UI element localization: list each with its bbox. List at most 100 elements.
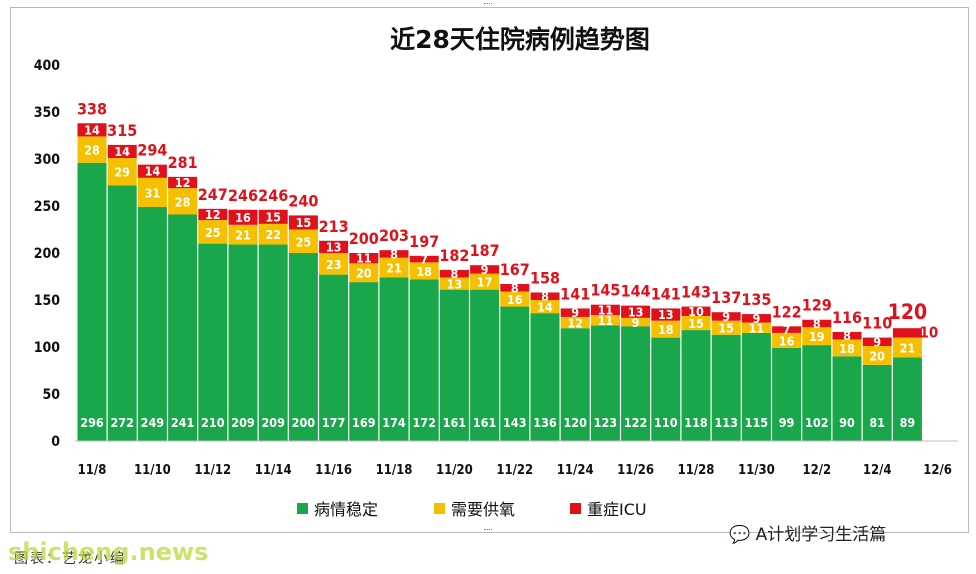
data-label-icu: 11 (598, 302, 614, 317)
bar-segment-oxygen (892, 337, 922, 358)
bar-segment-oxygen (621, 317, 651, 327)
x-axis: 11/8 11/10 11/12 11/14 11/16 11/18 11/20 11/22 1… (75, 440, 958, 478)
bar-segment-stable (530, 313, 560, 441)
data-label-icu: 12 (205, 207, 221, 222)
data-label-stable: 296 (80, 415, 104, 430)
bar-segment-oxygen (711, 320, 741, 335)
data-label-total: 203 (379, 226, 409, 245)
data-label-icu: 10 (920, 323, 939, 341)
bar-stack: 241 28 12 281 (168, 153, 198, 441)
data-label-stable: 113 (714, 415, 737, 430)
bar-segment-stable (349, 282, 379, 441)
bar-segment-stable (168, 214, 198, 441)
bar-segment-oxygen (168, 188, 198, 215)
data-label-total: 281 (168, 153, 198, 172)
data-label-total: 120 (888, 300, 927, 324)
data-label-stable: 172 (412, 415, 435, 430)
data-label-oxygen: 22 (265, 227, 281, 242)
bar-segment-icu (500, 284, 530, 292)
data-label-total: 129 (802, 296, 832, 315)
data-label-oxygen: 25 (205, 225, 221, 240)
bar-stack: 161 179 187 (470, 241, 500, 441)
data-label-stable: 136 (533, 415, 557, 430)
bar-segment-stable (409, 279, 439, 441)
data-label-oxygen: 28 (84, 143, 100, 158)
x-tick-label: 11/8 (78, 463, 107, 478)
x-tick-label: 11/20 (436, 463, 473, 478)
bar-segment-stable (711, 334, 741, 441)
x-tick-label: 12/4 (863, 463, 892, 478)
bar-segment-icu (530, 292, 560, 300)
bar-segment-icu (772, 326, 802, 333)
data-label-total: 246 (258, 186, 288, 205)
data-label-icu: 13 (628, 304, 644, 319)
bar-segment-icu (681, 306, 711, 316)
data-label-icu: 8 (843, 328, 851, 343)
data-label-icu: 15 (265, 209, 281, 224)
bar-stack: 272 29 14 315 (107, 121, 137, 441)
data-label-total: 247 (198, 185, 228, 204)
data-label-oxygen: 23 (326, 257, 342, 272)
data-label-icu: 8 (450, 266, 458, 281)
resize-handle-top[interactable] (484, 3, 492, 8)
resize-handle-bottom[interactable] (484, 529, 492, 534)
data-label-oxygen: 18 (416, 264, 432, 279)
bar-segment-stable (681, 330, 711, 441)
x-tick-label: 11/28 (678, 463, 715, 478)
y-tick-label: 100 (34, 340, 61, 356)
data-label-total: 187 (470, 241, 500, 260)
bar-segment-icu (651, 308, 681, 321)
data-label-total: 246 (228, 186, 258, 205)
data-label-total: 294 (137, 141, 167, 160)
bar-segment-icu (741, 314, 771, 323)
bar-segment-oxygen (77, 136, 107, 163)
data-label-stable: 99 (779, 415, 795, 430)
data-label-stable: 177 (322, 415, 345, 430)
data-label-stable: 209 (231, 415, 255, 430)
data-label-oxygen: 20 (869, 348, 885, 363)
data-label-stable: 209 (261, 415, 285, 430)
data-label-total: 145 (590, 281, 620, 300)
data-label-oxygen: 15 (718, 321, 734, 336)
bar-segment-icu (892, 328, 922, 338)
data-label-stable: 122 (624, 415, 647, 430)
bar-stack: 115 119 135 (741, 290, 771, 441)
legend: 病情稳定 需要供氧 重症ICU (297, 500, 647, 519)
bar-segment-oxygen (862, 346, 892, 365)
y-tick-label: 400 (34, 58, 61, 74)
data-label-stable: 90 (839, 415, 855, 430)
wechat-icon: 💬 (729, 525, 751, 545)
data-label-oxygen: 11 (749, 321, 765, 336)
wechat-tag: 💬 A计划学习生活篇 (729, 520, 886, 545)
data-label-stable: 241 (171, 415, 195, 430)
bar-segment-stable (741, 332, 771, 441)
y-tick-label: 150 (34, 293, 61, 309)
data-label-icu: 16 (235, 210, 251, 225)
data-label-oxygen: 9 (632, 315, 640, 330)
bar-segment-icu (228, 209, 258, 225)
x-tick-label: 11/30 (738, 463, 775, 478)
x-tick-label: 12/2 (802, 463, 831, 478)
bar-stack: 136 148 158 (530, 268, 560, 441)
data-label-total: 240 (288, 191, 318, 210)
bar-segment-stable (439, 289, 469, 441)
data-label-stable: 161 (443, 415, 467, 430)
y-axis: 0 50 100 150 200 250 300 350 400 (34, 58, 61, 450)
bar-stack: 177 23 13 213 (319, 217, 349, 441)
x-tick-label: 11/14 (255, 463, 292, 478)
data-label-icu: 11 (356, 251, 372, 266)
bar-segment-stable (560, 328, 590, 441)
data-label-icu: 10 (688, 304, 704, 319)
data-label-icu: 8 (511, 280, 519, 295)
data-label-oxygen: 18 (658, 322, 674, 337)
data-label-icu: 15 (296, 215, 312, 230)
bar-segment-icu (439, 269, 469, 278)
data-label-stable: 161 (473, 415, 497, 430)
watermark: shicheng.news (8, 538, 209, 566)
bar-segment-icu (711, 312, 741, 321)
